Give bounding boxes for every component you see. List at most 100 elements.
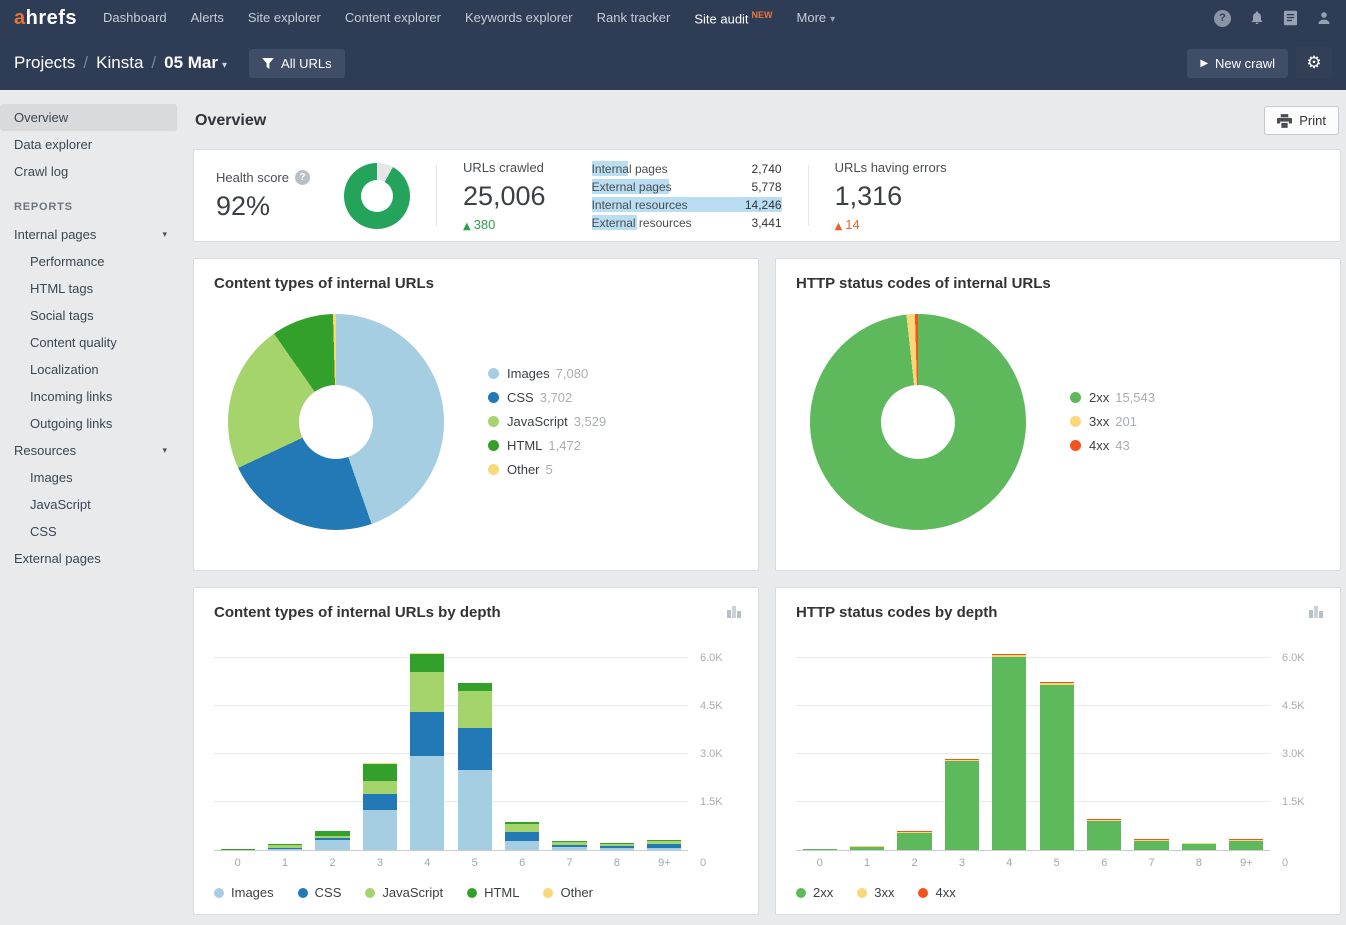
bar-segment-2xx: [1040, 685, 1074, 850]
play-icon: ▶: [1200, 58, 1208, 69]
legend-label: HTML: [484, 885, 519, 900]
sidebar-item-outgoing-links[interactable]: Outgoing links: [0, 410, 177, 437]
breadcrumb: Projects/Kinsta/05 Mar▾: [14, 53, 227, 73]
legend-label: Other: [507, 462, 540, 477]
y-axis-label: 1.5K: [1282, 796, 1305, 808]
bar-segment-images: [552, 847, 586, 850]
nav-item-content-explorer[interactable]: Content explorer: [345, 10, 441, 25]
sidebar-item-crawl-log[interactable]: Crawl log: [0, 158, 177, 185]
urls-crawled-value: 25,006: [463, 181, 546, 212]
bar-slot: [938, 643, 985, 850]
bar-slot: [546, 643, 593, 850]
sidebar-item-javascript[interactable]: JavaScript: [0, 491, 177, 518]
bar-stack: [268, 844, 302, 850]
bar-stack: [1040, 682, 1074, 850]
bar-slot: [891, 643, 938, 850]
new-crawl-button[interactable]: ▶ New crawl: [1187, 49, 1288, 78]
nav-item-alerts[interactable]: Alerts: [191, 10, 224, 25]
print-button[interactable]: Print: [1264, 106, 1339, 135]
bar-stack: [897, 831, 931, 850]
sub-header: Projects/Kinsta/05 Mar▾ All URLs ▶ New c…: [0, 36, 1346, 90]
sidebar-item-label: Images: [30, 470, 73, 485]
y-axis-label: 4.5K: [1282, 700, 1305, 712]
sidebar-item-html-tags[interactable]: HTML tags: [0, 275, 177, 302]
bar-stack: [552, 841, 586, 850]
bar-stack: [458, 683, 492, 850]
sidebar-item-localization[interactable]: Localization: [0, 356, 177, 383]
sidebar-item-label: Content quality: [30, 335, 117, 350]
all-urls-filter-button[interactable]: All URLs: [249, 49, 345, 78]
new-badge: NEW: [752, 10, 773, 20]
bar-chart-type-icon[interactable]: [1308, 604, 1324, 623]
bar-slot: [843, 643, 890, 850]
sidebar-item-label: External pages: [14, 551, 101, 566]
sidebar-item-internal-pages[interactable]: Internal pages▾: [0, 221, 177, 248]
chart-title: Content types of internal URLs by depth: [214, 604, 738, 621]
legend-value: 7,080: [556, 366, 589, 381]
x-axis-label: 8: [1175, 857, 1222, 869]
legend-item-html: HTML: [467, 885, 519, 900]
x-axis-label: 7: [546, 857, 593, 869]
breadcrumb-segment[interactable]: 05 Mar▾: [164, 53, 227, 73]
bar-stack: [221, 849, 255, 850]
sidebar-item-label: Incoming links: [30, 389, 112, 404]
sidebar-item-content-quality[interactable]: Content quality: [0, 329, 177, 356]
chart-legend: ImagesCSSJavaScriptHTMLOther: [214, 885, 738, 900]
sidebar-item-social-tags[interactable]: Social tags: [0, 302, 177, 329]
nav-item-keywords-explorer[interactable]: Keywords explorer: [465, 10, 573, 25]
sidebar-item-images[interactable]: Images: [0, 464, 177, 491]
bar-chart-type-icon[interactable]: [726, 604, 742, 623]
legend-item-images: Images: [214, 885, 274, 900]
bar-segment-javascript: [505, 824, 539, 832]
delta-up-icon: ▲: [463, 221, 471, 232]
ahrefs-logo[interactable]: ahrefs: [14, 7, 77, 30]
sidebar-item-external-pages[interactable]: External pages: [0, 545, 177, 572]
sidebar-item-data-explorer[interactable]: Data explorer: [0, 131, 177, 158]
y-axis-zero-label: 0: [700, 857, 706, 869]
nav-item-site-explorer[interactable]: Site explorer: [248, 10, 321, 25]
sidebar-item-label: Internal pages: [14, 227, 96, 242]
chart-title: Content types of internal URLs: [214, 275, 738, 292]
account-icon[interactable]: [1316, 10, 1332, 26]
sidebar-item-performance[interactable]: Performance: [0, 248, 177, 275]
sidebar-item-label: Performance: [30, 254, 104, 269]
help-icon[interactable]: ?: [1214, 10, 1231, 27]
y-axis-label: 1.5K: [700, 796, 723, 808]
breakdown-label: External resources: [592, 216, 692, 230]
sidebar-item-label: Crawl log: [14, 164, 68, 179]
changelog-icon[interactable]: [1283, 10, 1298, 26]
sidebar-item-resources[interactable]: Resources▾: [0, 437, 177, 464]
settings-gear-button[interactable]: ⚙: [1296, 47, 1332, 79]
bar-segment-2xx: [1182, 844, 1216, 850]
y-axis-label: 4.5K: [700, 700, 723, 712]
breadcrumb-segment[interactable]: Kinsta: [96, 53, 143, 73]
urls-crawled-section: URLs crawled 25,006 ▲380: [437, 160, 572, 232]
nav-item-dashboard[interactable]: Dashboard: [103, 10, 167, 25]
donut-chart: [810, 314, 1026, 530]
bar-slot: [498, 643, 545, 850]
bar-segment-2xx: [1229, 841, 1263, 850]
bar-slot: [1128, 643, 1175, 850]
legend-dot: [488, 368, 499, 379]
x-axis-label: 2: [309, 857, 356, 869]
sidebar-item-label: Social tags: [30, 308, 94, 323]
bar-stack: [1182, 843, 1216, 850]
bar-slot: [796, 643, 843, 850]
legend-label: 4xx: [935, 885, 955, 900]
chart-legend: Images7,080CSS3,702JavaScript3,529HTML1,…: [488, 357, 606, 486]
bar-segment-2xx: [992, 657, 1026, 850]
notifications-icon[interactable]: [1249, 10, 1265, 26]
breadcrumb-segment[interactable]: Projects: [14, 53, 75, 73]
health-help-icon[interactable]: ?: [295, 170, 310, 185]
sidebar-item-incoming-links[interactable]: Incoming links: [0, 383, 177, 410]
nav-item-site-audit[interactable]: Site auditNEW: [694, 10, 772, 26]
sidebar-item-overview[interactable]: Overview: [0, 104, 177, 131]
nav-item-more[interactable]: More▾: [797, 10, 836, 25]
nav-item-rank-tracker[interactable]: Rank tracker: [597, 10, 671, 25]
bar-segment-2xx: [1134, 841, 1168, 850]
logo-rest: hrefs: [26, 7, 77, 29]
sidebar-item-css[interactable]: CSS: [0, 518, 177, 545]
content-types-by-depth-card: Content types of internal URLs by depth …: [193, 587, 759, 915]
bar-segment-css: [458, 728, 492, 770]
bar-stack: [647, 840, 681, 850]
